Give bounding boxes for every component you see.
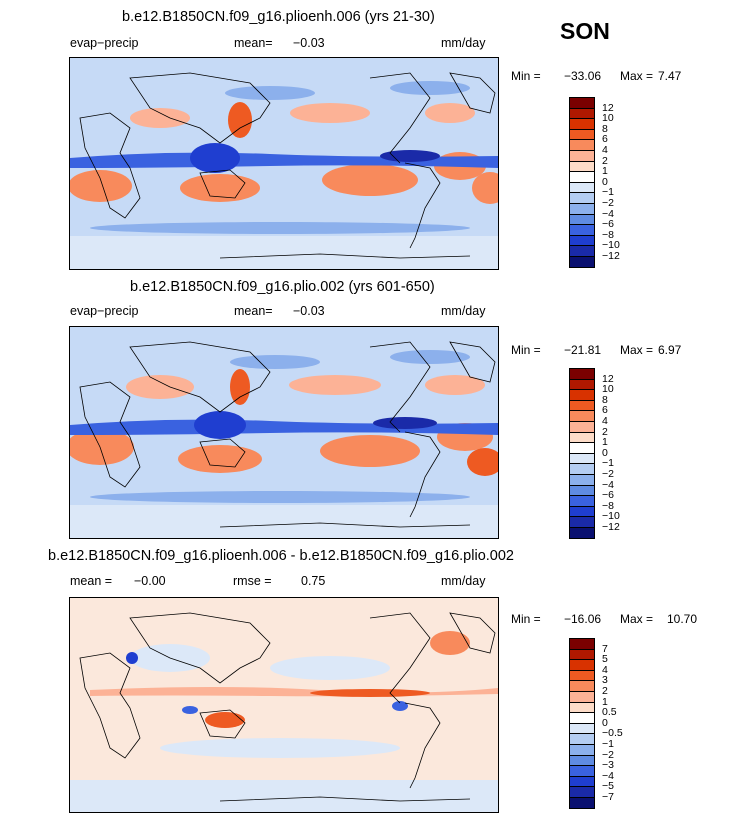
colorbar-tick-label: −6 [602,489,614,502]
panel-3-max-label: Max = [620,612,654,626]
colorbar-tick-label: −4 [602,207,614,220]
panel-3-map [69,597,499,813]
colorbar-cell [569,797,595,809]
panel-1-units: mm/day [441,36,486,50]
colorbar-tick-label: −12 [602,250,620,262]
colorbar-tick-label: 4 [602,663,608,676]
panel-3-rmse-label: rmse = [233,574,272,588]
panel-1-min-label: Min = [511,69,541,83]
panel-2-mean-label: mean= [234,304,273,318]
colorbar-tick-label: −2 [602,468,614,480]
colorbar-tick-label: −7 [602,791,614,803]
panel-1-mean-label: mean= [234,36,273,50]
colorbar-tick-label: 12 [602,101,614,114]
panel-2-variable-label: evap−precip [70,304,139,318]
panel-1-min-value: −33.06 [564,69,602,83]
colorbar-tick-label: 0 [602,446,608,459]
panel-2-max-label: Max = [620,343,654,357]
colorbar-tick-label: −6 [602,218,614,231]
colorbar-tick-label: −10 [602,239,620,252]
panel-3-units: mm/day [441,574,486,588]
colorbar-tick-label: 0 [602,175,608,188]
colorbar-tick-label: 12 [602,372,614,385]
panel-3-max-value: 10.70 [667,612,698,626]
colorbar-tick-label: −4 [602,769,614,782]
colorbar-tick-label: 0 [602,716,608,729]
colorbar-tick-label: −3 [602,759,614,772]
panel-2-map [69,326,499,539]
colorbar-tick-label: 1 [602,436,608,449]
panel-3-min-label: Min = [511,612,541,626]
colorbar-tick-label: 5 [602,653,608,666]
colorbar-tick-label: 2 [602,154,608,167]
panel-3-mean-value: −0.00 [134,574,166,588]
colorbar-tick-label: 1 [602,165,608,178]
colorbar-tick-label: 10 [602,112,614,125]
panel-1-max-value: 7.47 [658,69,682,83]
panel-2-mean-value: −0.03 [293,304,325,318]
panel-1-max-label: Max = [620,69,654,83]
panel-3-mean-label: mean = [70,574,113,588]
panel-3-title: b.e12.B1850CN.f09_g16.plioenh.006 - b.e1… [48,548,514,564]
colorbar-tick-label: −2 [602,748,614,761]
colorbar-tick-label: −2 [602,197,614,209]
panel-2-min-value: −21.81 [564,343,602,357]
colorbar-tick-label: 1 [602,695,608,708]
colorbar-tick-label: −8 [602,499,614,512]
colorbar-tick-label: 7 [602,642,608,655]
panel-2-map-field [70,327,498,538]
colorbar-tick-label: 3 [602,674,608,687]
colorbar-tick-label: −1 [602,186,614,199]
colorbar-tick-label: −0.5 [602,727,623,740]
colorbar-tick-label: 6 [602,404,608,417]
colorbar-tick-label: 6 [602,133,608,146]
colorbar-tick-label: 8 [602,122,608,135]
colorbar-tick-label: 2 [602,425,608,438]
colorbar-cell [569,527,595,539]
colorbar-tick-label: −1 [602,738,614,750]
panel-3-map-field [70,598,498,812]
panel-2-max-value: 6.97 [658,343,682,357]
panel-2-units: mm/day [441,304,486,318]
panel-1-map-field [70,58,498,269]
colorbar-tick-label: −12 [602,521,620,533]
colorbar-tick-label: 10 [602,383,614,396]
season-label: SON [560,18,610,44]
colorbar-tick-label: −1 [602,457,614,470]
panel-1-variable-label: evap−precip [70,36,139,50]
panel-2-title: b.e12.B1850CN.f09_g16.plio.002 (yrs 601-… [130,279,435,295]
panel-1-map [69,57,499,270]
panel-2-min-label: Min = [511,343,541,357]
colorbar-tick-label: −10 [602,510,620,523]
colorbar-tick-label: −5 [602,780,614,793]
panel-3-min-value: −16.06 [564,612,602,626]
colorbar-tick-label: −8 [602,228,614,241]
colorbar-tick-label: 4 [602,144,608,156]
colorbar-cell [569,256,595,268]
colorbar-tick-label: 8 [602,393,608,406]
panel-3-rmse-value: 0.75 [301,574,326,588]
colorbar-tick-label: −4 [602,478,614,491]
panel-1-title: b.e12.B1850CN.f09_g16.plioenh.006 (yrs 2… [122,9,435,25]
colorbar-tick-label: 2 [602,685,608,697]
panel-1-mean-value: −0.03 [293,36,325,50]
colorbar-tick-label: 0.5 [602,706,617,719]
colorbar-tick-label: 4 [602,415,608,427]
